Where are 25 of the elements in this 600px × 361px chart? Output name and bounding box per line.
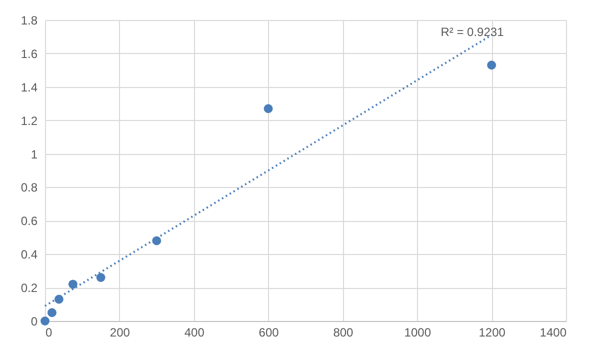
point <box>264 104 273 114</box>
point <box>68 280 78 289</box>
y-tick-label: 1.8 <box>20 14 38 28</box>
y-tick-label: 1.2 <box>20 114 38 128</box>
x-tick-label: 0 <box>46 326 52 340</box>
point <box>40 316 50 326</box>
point <box>96 273 106 282</box>
y-tick-label: 0.6 <box>20 214 38 228</box>
y-tick-label: 1.6 <box>20 46 38 61</box>
y-tick-label: 0.8 <box>20 180 38 195</box>
y-tick-label: 1 <box>30 147 38 162</box>
y-tick-label: 0.4 <box>20 248 38 262</box>
y-tick-label: 0 <box>30 314 38 328</box>
y-tick-label: 1.4 <box>20 80 38 94</box>
x-tick-label: 1200 <box>478 326 506 340</box>
point <box>48 308 56 318</box>
x-tick-label: 200 <box>110 326 130 340</box>
x-tick-label: 800 <box>333 326 354 340</box>
x-tick-label: 600 <box>258 326 280 340</box>
annotation: R² = 0.9231 <box>440 25 504 39</box>
point <box>487 60 496 70</box>
x-tick-label: 1400 <box>540 326 567 340</box>
x-tick-label: 1000 <box>404 326 432 340</box>
x-tick-label: 400 <box>184 326 205 340</box>
y-tick-label: 0.2 <box>20 281 38 296</box>
